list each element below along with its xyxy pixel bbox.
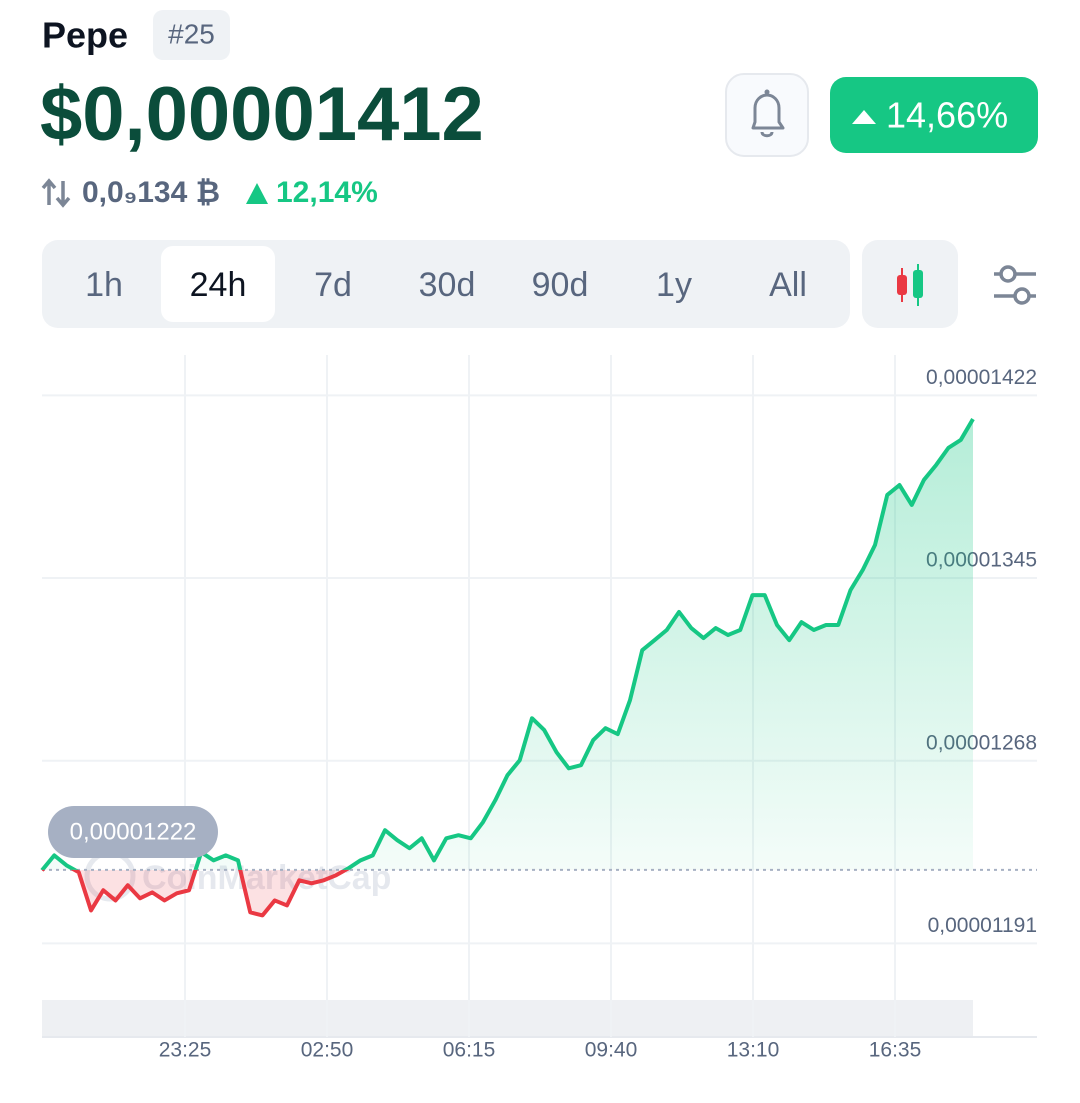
candle-body <box>897 275 907 295</box>
tab[interactable]: 7d <box>314 266 352 304</box>
btc-change: 12,14% <box>276 176 378 209</box>
change: 14,66% <box>886 95 1008 136</box>
rank-badge <box>153 10 230 60</box>
reference-label: 0,00001222 <box>70 818 197 845</box>
alert-button-bg[interactable] <box>725 73 809 157</box>
x-tick-label: 23:25 <box>159 1039 212 1062</box>
volume-band <box>42 1000 973 1037</box>
up-arrow <box>852 110 876 124</box>
tab[interactable]: 1y <box>656 266 692 304</box>
tab-group: 1h 24h 7d 30d 90d 1y All <box>85 246 807 322</box>
reference-pill <box>48 806 218 858</box>
plot: 23:25 02:50 06:15 09:40 13:10 16:35 0,00001191… <box>40 355 1037 1062</box>
price-line-up <box>40 418 975 870</box>
tab[interactable]: All <box>769 266 807 304</box>
slider-knob <box>1013 287 1031 305</box>
x-tick-label: 09:40 <box>585 1039 638 1062</box>
price: $0,00001412 <box>40 72 484 157</box>
tab[interactable]: 24h <box>190 266 247 304</box>
tab[interactable]: 30d <box>419 266 476 304</box>
settings-button[interactable] <box>994 265 1036 305</box>
alert-button[interactable] <box>725 73 809 157</box>
area-up <box>42 419 973 870</box>
tab[interactable]: 1h <box>85 266 123 304</box>
x-tick-label: 13:10 <box>727 1039 780 1062</box>
rank: #25 <box>168 18 215 49</box>
x-tick-label: 06:15 <box>443 1039 496 1062</box>
x-tick-label: 02:50 <box>301 1039 354 1062</box>
y-tick-label: 0,00001422 <box>926 366 1037 389</box>
tab-active-bg[interactable] <box>161 246 275 322</box>
slider-knob <box>999 265 1017 283</box>
bell-icon <box>751 93 785 138</box>
candle-toggle[interactable] <box>862 240 958 328</box>
btc-up-arrow <box>246 183 268 204</box>
y-tick-label: 0,00001191 <box>928 914 1037 937</box>
tab[interactable]: 90d <box>532 266 589 304</box>
swap-icon <box>41 178 71 208</box>
change-badge <box>830 77 1038 153</box>
btc-price: 0,0₉134 ₿ <box>82 176 220 209</box>
candle-body <box>913 270 923 298</box>
x-tick-label: 16:35 <box>869 1039 922 1062</box>
candle-toggle-bg[interactable] <box>862 240 958 328</box>
coin-name: Pepe <box>42 15 128 56</box>
bell-icon-dot <box>764 89 770 95</box>
